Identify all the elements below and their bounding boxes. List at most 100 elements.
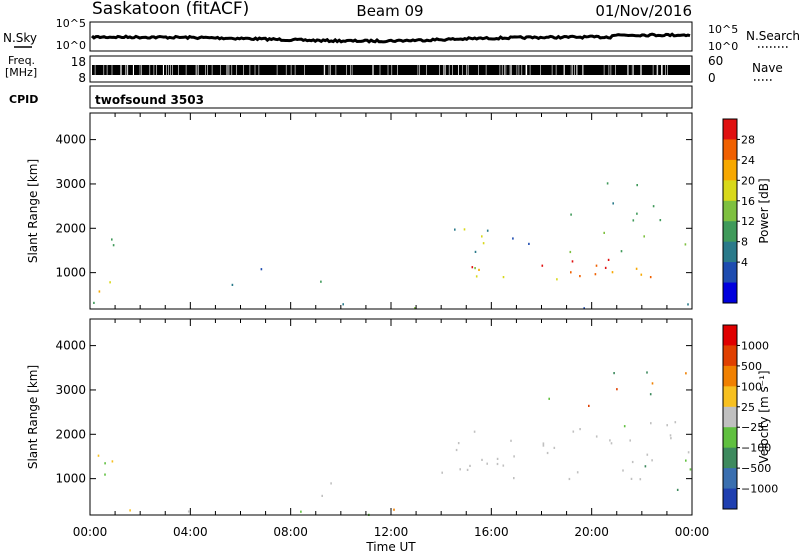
freq-band-gap xyxy=(294,65,296,75)
freq-band-gap xyxy=(120,65,121,75)
velocity-cbar-tick-label: 500 xyxy=(741,360,762,373)
velocity-cell xyxy=(595,435,598,438)
freq-label-line1: Freq. xyxy=(8,54,35,67)
velocity-cell xyxy=(457,442,460,445)
xtick-label: 04:00 xyxy=(173,525,208,539)
freq-band-gap xyxy=(574,65,575,75)
power-cell xyxy=(636,184,638,187)
velocity-cell xyxy=(649,393,652,396)
power-cell xyxy=(611,271,614,274)
power-cell xyxy=(475,275,478,278)
power-cell xyxy=(474,250,477,253)
freq-panel: Freq. [MHz] 18 8 60 0 Nave xyxy=(5,54,783,85)
velocity-cell xyxy=(513,477,515,480)
velocity-cell xyxy=(496,462,499,466)
velocity-cell xyxy=(441,471,443,474)
velocity-cell xyxy=(631,460,634,464)
velocity-cell xyxy=(129,509,131,512)
velocity-cell xyxy=(674,421,677,424)
power-cell xyxy=(98,290,101,293)
velocity-cell xyxy=(466,468,469,471)
freq-band-gap xyxy=(220,65,221,75)
freq-band-gap xyxy=(631,65,633,75)
velocity-cell xyxy=(644,465,647,468)
freq-right-tick-bottom: 0 xyxy=(708,71,716,85)
power-cell xyxy=(595,264,598,267)
power-cell xyxy=(643,235,645,238)
velocity-cbar-segment xyxy=(723,468,737,490)
velocity-cell xyxy=(502,464,505,467)
freq-band-gap xyxy=(516,65,518,75)
velocity-cell xyxy=(622,469,624,472)
freq-band-gap xyxy=(426,65,427,75)
freq-band-gap xyxy=(162,65,164,75)
velocity-cbar-segment xyxy=(723,345,737,367)
freq-band-gap xyxy=(439,65,440,75)
power-cell xyxy=(570,271,572,274)
velocity-cell xyxy=(393,508,395,511)
power-cell xyxy=(231,283,234,286)
power-cell xyxy=(659,219,662,222)
freq-band-gap xyxy=(387,65,389,75)
power-cell xyxy=(579,275,581,278)
freq-band-gap xyxy=(231,65,233,75)
velocity-ytick-label: 2000 xyxy=(55,427,86,441)
power-cbar-segment xyxy=(723,119,737,140)
nave-label: Nave xyxy=(752,61,783,75)
power-cell xyxy=(463,228,466,231)
freq-band-gap xyxy=(379,65,381,75)
freq-band-gap xyxy=(153,65,155,75)
velocity-cbar-tick-label: −1000 xyxy=(741,483,778,496)
freq-band-gap xyxy=(211,65,213,75)
freq-band-gap xyxy=(391,65,393,75)
power-cell xyxy=(684,243,687,246)
power-cell xyxy=(320,280,322,283)
velocity-cell xyxy=(486,462,488,465)
freq-band-gap xyxy=(132,65,134,75)
power-cell xyxy=(528,242,530,245)
freq-band-gap xyxy=(324,65,326,75)
freq-band-gap xyxy=(641,65,642,75)
power-cbar-frame xyxy=(722,118,738,304)
velocity-cell xyxy=(513,455,515,458)
freq-band-gap xyxy=(540,65,541,75)
xtick-label: 12:00 xyxy=(374,525,409,539)
noise-left-tick-top: 10^5 xyxy=(56,17,86,30)
velocity-cbar-segment xyxy=(723,488,737,510)
velocity-cell xyxy=(639,478,642,481)
velocity-cbar-tick-label: −100 xyxy=(741,442,771,455)
power-cell xyxy=(93,301,95,304)
power-cell xyxy=(606,182,609,185)
freq-band-gap xyxy=(419,65,420,75)
velocity-cell xyxy=(187,510,190,513)
noise-right-tick-top: 10^5 xyxy=(708,23,738,36)
freq-band-gap xyxy=(582,65,583,75)
power-ytick-label: 2000 xyxy=(55,221,86,235)
velocity-ytick-label: 4000 xyxy=(55,339,86,353)
velocity-cell xyxy=(588,404,590,407)
freq-band-gap xyxy=(499,65,501,75)
freq-band-gap xyxy=(372,65,373,75)
velocity-cell xyxy=(579,428,581,431)
power-cell xyxy=(649,276,652,279)
freq-band-gap xyxy=(443,65,444,75)
velocity-cell xyxy=(330,482,332,485)
freq-left-tick-bottom: 8 xyxy=(78,71,86,85)
xtick-label: 00:00 xyxy=(675,525,710,539)
velocity-cbar-segment xyxy=(723,447,737,469)
freq-band-gap xyxy=(205,65,206,75)
freq-band-gap xyxy=(258,65,260,75)
velocity-cell xyxy=(481,458,483,461)
power-cell xyxy=(570,213,572,216)
power-cell xyxy=(607,258,610,261)
velocity-cell xyxy=(469,464,471,467)
freq-band-gap xyxy=(323,65,325,75)
noise-panel: N.Sky 10^5 10^0 10^5 10^0 N.Search xyxy=(3,17,800,53)
freq-band-gap xyxy=(627,65,629,75)
freq-band-gap xyxy=(351,65,353,75)
freq-band-gap xyxy=(106,65,108,75)
velocity-cell xyxy=(321,494,323,497)
velocity-cell xyxy=(670,437,672,440)
velocity-cbar-tick-label: 25 xyxy=(741,401,755,414)
